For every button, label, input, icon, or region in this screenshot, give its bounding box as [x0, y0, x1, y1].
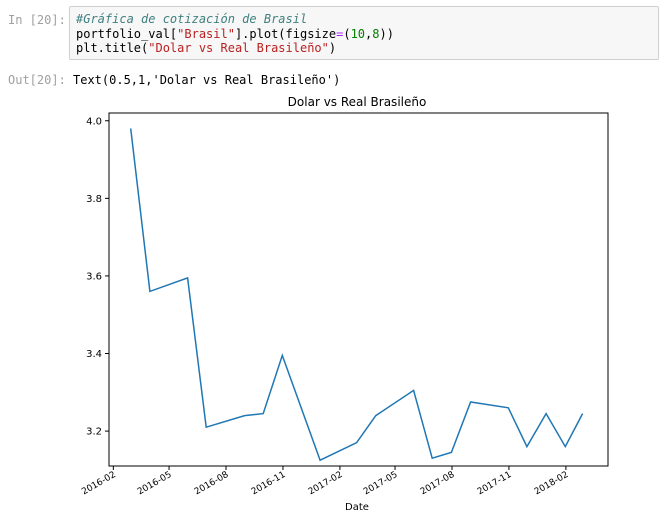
y-tick-label: 4.0: [86, 116, 102, 127]
input-prompt: In [20]:: [8, 13, 66, 27]
y-tick-label: 3.6: [86, 271, 102, 282]
x-tick-label: 2016-08: [193, 470, 231, 498]
y-tick-label: 3.2: [86, 427, 102, 438]
output-text: Text(0.5,1,'Dolar vs Real Brasileño'): [73, 73, 341, 87]
code-token: plt.title(: [76, 41, 149, 55]
code-token: ].plot(figsize: [234, 26, 337, 41]
code-line-3: plt.title("Dolar vs Real Brasileño"): [76, 41, 652, 56]
x-tick-label: 2017-08: [419, 470, 457, 498]
code-token: portfolio_val[: [76, 26, 178, 41]
code-token: ): [328, 41, 337, 55]
plot-frame: [108, 112, 609, 467]
x-tick-label: 2017-11: [476, 470, 514, 497]
x-axis: 2016-02 2016-05 2016-08 2016-11 2017-02 2017-…: [80, 466, 570, 497]
output-prompt: Out[20]:: [8, 73, 66, 87]
y-tick-label: 3.8: [86, 194, 102, 205]
chart-title: Dolar vs Real Brasileño: [288, 95, 427, 109]
code-string: "Dolar vs Real Brasileño": [148, 41, 329, 55]
y-tick-label: 3.4: [86, 349, 102, 360]
x-tick-label: 2017-02: [307, 470, 345, 497]
x-tick-label: 2016-05: [136, 470, 174, 497]
code-token: (: [343, 26, 351, 41]
code-line-2: portfolio_val["Brasil"].plot(figsize=(10…: [76, 27, 652, 42]
code-string: "Brasil": [177, 26, 235, 41]
code-line-1: #Gráfica de cotización de Brasil: [76, 12, 652, 27]
x-tick-label: 2016-02: [80, 470, 118, 497]
code-token: )): [379, 26, 394, 41]
code-token: ,: [365, 26, 373, 41]
series-line: [129, 128, 584, 462]
y-axis: 3.2 3.4 3.6 3.8 4.0: [86, 116, 109, 438]
code-comment: #Gráfica de cotización de Brasil: [76, 12, 308, 26]
code-number: 8: [372, 26, 380, 41]
code-cell[interactable]: #Gráfica de cotización de Brasil portfol…: [69, 6, 659, 60]
x-tick-label: 2017-05: [362, 470, 400, 497]
x-tick-label: 2016-11: [250, 470, 288, 497]
code-number: 10: [350, 26, 366, 41]
x-axis-label: Date: [345, 502, 369, 513]
x-tick-label: 2018-02: [533, 470, 571, 497]
code-operator: =: [336, 26, 344, 41]
